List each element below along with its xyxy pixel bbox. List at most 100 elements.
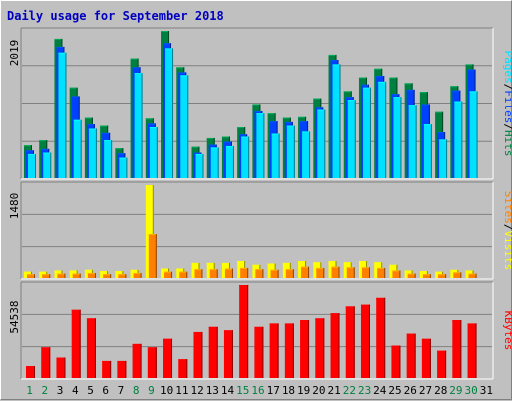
- day-label-26: 26: [404, 384, 417, 397]
- bar-sites-10: [164, 271, 173, 278]
- bar-kbytes-14: [223, 330, 233, 378]
- bar-sites-4-hilite: [72, 273, 81, 275]
- bar-pages-28-shade: [446, 139, 448, 178]
- bar-kbytes-16: [254, 326, 264, 378]
- day-label-19: 19: [297, 384, 310, 397]
- bar-sites-24-shade: [384, 267, 386, 278]
- bar-sites-14-shade: [231, 268, 233, 278]
- bar-kbytes-15-shade: [247, 285, 249, 378]
- bar-kbytes-15: [239, 285, 249, 378]
- bar-kbytes-20-hilite: [315, 318, 325, 320]
- bar-visits-9-hilite: [145, 185, 154, 186]
- bar-hits-20-hilite: [313, 98, 322, 100]
- bar-pages-8-shade: [141, 73, 143, 178]
- bar-kbytes-10: [163, 338, 173, 378]
- bar-files-23-hilite: [360, 84, 369, 86]
- bar-pages-19: [302, 131, 311, 178]
- bar-sites-14-hilite: [224, 268, 233, 270]
- bar-pages-3: [58, 52, 67, 179]
- bar-pages-12-shade: [202, 153, 204, 178]
- legend-entry: Pages: [502, 51, 512, 84]
- day-label-24: 24: [373, 384, 387, 397]
- bar-visits-22-hilite: [343, 262, 352, 264]
- legend-entry: Visits: [502, 231, 512, 271]
- bar-pages-15-hilite: [241, 136, 250, 138]
- bar-pages-18-shade: [293, 125, 295, 178]
- panel-visits-bg: [21, 182, 493, 279]
- day-label-2: 2: [42, 384, 49, 397]
- bar-pages-6-shade: [111, 140, 113, 178]
- bar-kbytes-2-hilite: [41, 347, 51, 349]
- bar-sites-15: [240, 267, 249, 278]
- bar-sites-8-hilite: [133, 272, 142, 274]
- bar-sites-21: [331, 266, 340, 278]
- bar-sites-6-shade: [110, 274, 112, 278]
- bar-kbytes-9-hilite: [147, 347, 157, 349]
- bar-pages-22-hilite: [347, 100, 356, 102]
- bar-visits-20-hilite: [313, 262, 322, 264]
- bar-sites-14: [224, 268, 233, 278]
- bar-pages-26-shade: [415, 105, 417, 178]
- bar-sites-3-shade: [64, 273, 66, 278]
- panel-visits: 1480 Sites/Visits: [8, 181, 512, 280]
- bar-pages-2: [43, 152, 52, 178]
- bar-pages-18: [286, 125, 295, 178]
- bar-pages-24-shade: [385, 81, 387, 178]
- day-label-14: 14: [221, 384, 235, 397]
- bar-kbytes-17: [269, 323, 279, 378]
- bar-kbytes-19-hilite: [300, 320, 310, 322]
- bar-sites-25-hilite: [392, 270, 401, 272]
- bar-sites-27: [422, 274, 431, 278]
- bar-sites-18: [285, 269, 294, 278]
- bar-pages-13: [210, 147, 219, 178]
- bar-visits-17-hilite: [267, 263, 276, 265]
- bar-kbytes-8: [132, 343, 142, 378]
- bar-pages-9: [149, 127, 158, 178]
- bar-sites-1: [27, 274, 35, 278]
- bar-visits-13-hilite: [206, 262, 215, 264]
- bar-pages-2-hilite: [43, 152, 52, 154]
- bar-pages-25-hilite: [393, 97, 402, 99]
- day-label-25: 25: [388, 384, 401, 397]
- legend-entry: Hits: [502, 130, 512, 157]
- bar-kbytes-3-hilite: [56, 357, 66, 359]
- bar-hits-30-hilite: [465, 64, 474, 66]
- bar-kbytes-23-shade: [368, 304, 370, 378]
- bar-hits-22-hilite: [343, 91, 352, 93]
- bar-pages-20-shade: [324, 109, 326, 178]
- bar-kbytes-11-hilite: [178, 359, 188, 361]
- bar-visits-19-hilite: [298, 261, 307, 263]
- bar-sites-7-hilite: [118, 274, 127, 276]
- bar-pages-23-shade: [369, 87, 371, 178]
- bar-kbytes-28-shade: [445, 350, 447, 378]
- bar-sites-7-shade: [125, 274, 127, 278]
- day-label-31: 31: [480, 384, 493, 397]
- bar-pages-14-hilite: [225, 145, 234, 147]
- bar-pages-8-hilite: [134, 73, 143, 75]
- bar-pages-14: [225, 145, 234, 178]
- bar-hits-27-hilite: [419, 92, 428, 94]
- bar-files-16-hilite: [254, 111, 263, 113]
- bar-hits-25-hilite: [389, 77, 398, 79]
- day-label-28: 28: [434, 384, 447, 397]
- bar-files-9-hilite: [147, 123, 156, 125]
- day-label-22: 22: [343, 384, 356, 397]
- bar-visits-7-hilite: [115, 271, 124, 273]
- bar-pages-4-shade: [80, 119, 82, 178]
- bar-kbytes-8-shade: [140, 343, 142, 378]
- bar-sites-29-shade: [460, 272, 462, 278]
- bar-files-19-hilite: [300, 121, 309, 123]
- bar-pages-12-hilite: [195, 153, 204, 155]
- bar-visits-5-hilite: [84, 269, 93, 271]
- bar-sites-29: [453, 272, 462, 278]
- bar-sites-20-shade: [323, 267, 325, 278]
- bar-sites-2-shade: [49, 274, 51, 278]
- panel-kbytes: 54538 KBytes: [8, 281, 512, 380]
- bar-files-17-hilite: [269, 121, 278, 123]
- bar-visits-27-hilite: [419, 271, 428, 273]
- legend-entry: /: [502, 84, 512, 91]
- bar-kbytes-18-shade: [292, 323, 294, 378]
- bar-files-5-hilite: [86, 124, 95, 126]
- day-label-8: 8: [133, 384, 140, 397]
- bar-kbytes-25: [391, 345, 401, 378]
